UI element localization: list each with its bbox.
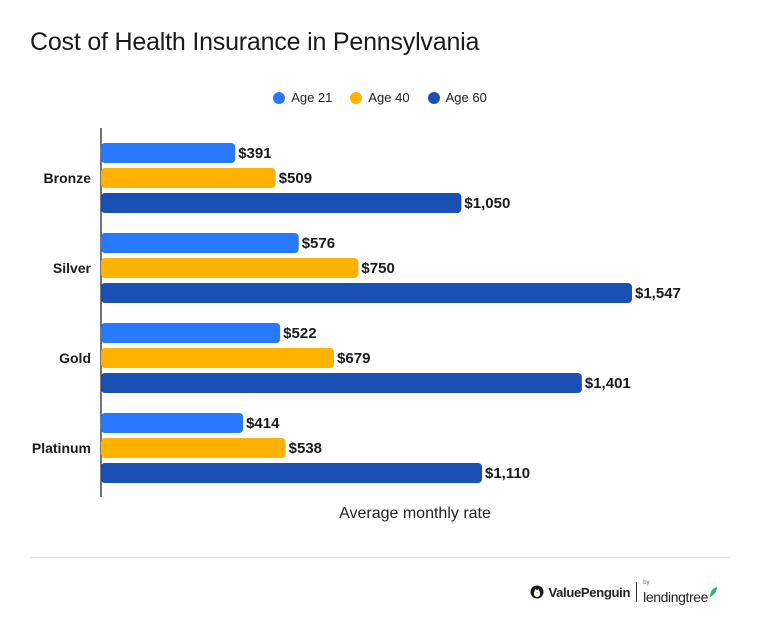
legend: Age 21 Age 40 Age 60 — [0, 90, 760, 105]
bar-platinum-age-60 — [101, 463, 483, 483]
bar-gold-age-40 — [101, 348, 335, 368]
category-label-bronze: Bronze — [44, 170, 92, 186]
data-label-bronze-age-60: $1,050 — [464, 195, 510, 212]
bar-platinum-age-40 — [101, 438, 286, 458]
valuepenguin-logo: ValuePenguin — [530, 585, 630, 600]
data-label-silver-age-40: $750 — [361, 260, 394, 277]
data-label-platinum-age-60: $1,110 — [485, 465, 530, 482]
lendingtree-logo: by lendingtree — [643, 580, 718, 604]
penguin-icon — [530, 585, 544, 599]
bar-bronze-age-21 — [101, 143, 236, 163]
data-label-bronze-age-21: $391 — [238, 145, 271, 162]
legend-item-age-21: Age 21 — [273, 90, 332, 105]
category-label-platinum: Platinum — [32, 440, 91, 456]
lendingtree-name: lendingtree — [643, 589, 708, 605]
bar-platinum-age-21 — [101, 413, 244, 433]
lendingtree-prefix: by — [643, 580, 650, 586]
data-label-platinum-age-40: $538 — [289, 440, 322, 457]
legend-swatch-age-21 — [273, 91, 286, 104]
legend-item-age-40: Age 40 — [350, 90, 410, 105]
data-label-platinum-age-21: $414 — [246, 415, 280, 432]
data-label-silver-age-60: $1,547 — [635, 285, 681, 302]
leaf-icon — [710, 587, 717, 597]
bar-silver-age-60 — [101, 283, 632, 303]
bar-silver-age-21 — [101, 233, 299, 253]
data-label-gold-age-40: $679 — [337, 350, 370, 367]
data-label-silver-age-21: $576 — [302, 235, 335, 252]
legend-label-age-21: Age 21 — [291, 90, 333, 105]
data-label-gold-age-21: $522 — [283, 325, 316, 342]
data-label-gold-age-60: $1,401 — [585, 375, 631, 392]
brand-separator — [636, 582, 638, 602]
bar-bronze-age-40 — [101, 168, 276, 188]
bar-bronze-age-60 — [101, 193, 462, 213]
legend-label-age-60: Age 60 — [445, 90, 487, 105]
bar-gold-age-21 — [101, 323, 281, 343]
valuepenguin-name: ValuePenguin — [548, 584, 631, 600]
category-label-silver: Silver — [53, 260, 92, 276]
bar-silver-age-40 — [101, 258, 359, 278]
footer-brand: ValuePenguin by lendingtree — [530, 580, 718, 604]
x-axis-label: Average monthly rate — [339, 505, 491, 522]
footer-divider — [30, 557, 730, 558]
legend-item-age-60: Age 60 — [427, 90, 487, 105]
category-label-gold: Gold — [59, 350, 91, 366]
legend-swatch-age-60 — [427, 91, 440, 104]
legend-label-age-40: Age 40 — [368, 90, 410, 105]
bar-gold-age-60 — [101, 373, 582, 393]
legend-swatch-age-40 — [350, 91, 363, 104]
data-label-bronze-age-40: $509 — [279, 170, 312, 187]
chart-title: Cost of Health Insurance in Pennsylvania — [30, 28, 480, 56]
